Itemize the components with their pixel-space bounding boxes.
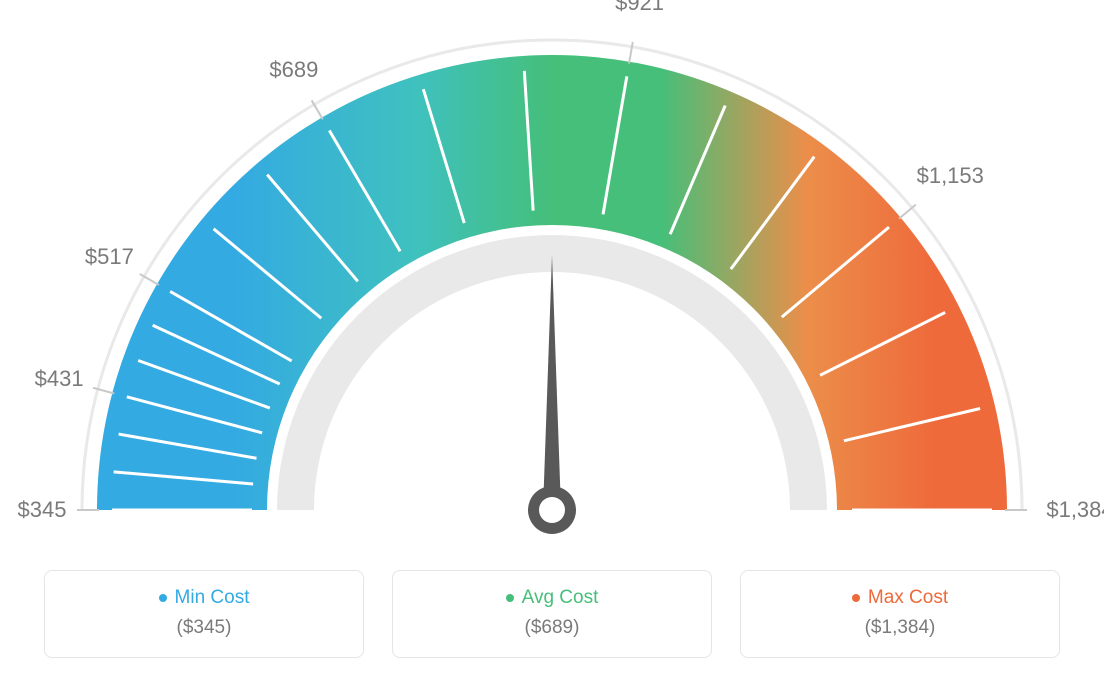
- legend-dot-max: [852, 594, 860, 602]
- gauge-svg: [0, 0, 1104, 560]
- legend-label-min: Min Cost: [159, 587, 250, 609]
- gauge-tick-label: $431: [35, 366, 84, 392]
- legend-card-max: Max Cost ($1,384): [740, 570, 1060, 658]
- gauge-tick-label: $1,153: [917, 163, 984, 189]
- legend-label-avg: Avg Cost: [506, 587, 599, 609]
- legend-label-text: Min Cost: [175, 587, 250, 609]
- legend-label-max: Max Cost: [852, 587, 948, 609]
- legend-value-max: ($1,384): [751, 617, 1049, 639]
- gauge-tick-label: $689: [269, 57, 318, 83]
- legend-card-min: Min Cost ($345): [44, 570, 364, 658]
- legend-value-avg: ($689): [403, 617, 701, 639]
- legend-label-text: Avg Cost: [522, 587, 599, 609]
- gauge-tick-label: $517: [85, 244, 134, 270]
- legend-dot-min: [159, 594, 167, 602]
- gauge-tick-label: $1,384: [1046, 497, 1104, 523]
- gauge-tick-label: $345: [18, 497, 67, 523]
- legend-value-min: ($345): [55, 617, 353, 639]
- gauge-chart: $345 $431 $517 $689 $921 $1,153 $1,384: [0, 0, 1104, 560]
- legend-row: Min Cost ($345) Avg Cost ($689) Max Cost…: [0, 560, 1104, 658]
- legend-dot-avg: [506, 594, 514, 602]
- legend-card-avg: Avg Cost ($689): [392, 570, 712, 658]
- gauge-tick-label: $921: [615, 0, 664, 16]
- legend-label-text: Max Cost: [868, 587, 948, 609]
